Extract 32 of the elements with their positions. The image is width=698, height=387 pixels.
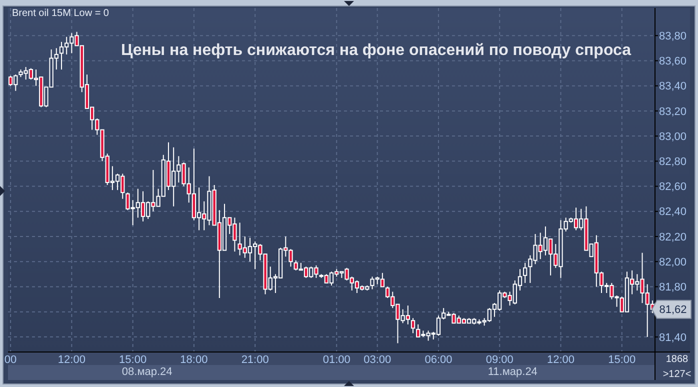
annotation: Brent oil 15M Low = 0 <box>12 8 110 19</box>
x-tick-label: 12:00 <box>546 354 575 366</box>
x-tick-label: 09:00 <box>486 354 514 366</box>
y-tick-label: 82,00 <box>659 256 687 268</box>
candlestick <box>410 318 416 334</box>
y-tick-label: 82,80 <box>659 156 687 168</box>
x-tick-label: 18:00 <box>180 354 208 366</box>
x-tick-label: 03:00 <box>364 354 392 366</box>
text: >127< <box>662 369 692 380</box>
y-tick-label: 81,40 <box>659 332 687 344</box>
y-tick-label: 83,00 <box>659 130 687 143</box>
y-tick-label: 83,60 <box>659 56 687 68</box>
y-tick-label: 82,40 <box>659 206 687 218</box>
y-tick-label: 82,20 <box>659 231 687 244</box>
x-tick-label: 06:00 <box>424 354 452 366</box>
y-tick-label: 82,60 <box>659 181 687 194</box>
y-tick-label: 83,80 <box>659 30 687 42</box>
x-tick-label: 00 <box>4 354 17 366</box>
text: 1868 <box>666 354 689 365</box>
y-tick-label: 83,40 <box>659 80 687 93</box>
candlestick <box>523 262 528 284</box>
x-tick-label: 15:00 <box>119 354 147 366</box>
text: 08.мар.24 <box>122 366 172 378</box>
text: Цены на нефть снижаются на фоне опасений по поводу спроса <box>120 42 632 59</box>
x-tick-label: 12:00 <box>58 354 86 366</box>
x-tick-label: 15:00 <box>608 354 636 366</box>
y-tick-label: 83,20 <box>659 106 687 118</box>
text: 11.мар.24 <box>488 366 538 378</box>
x-tick-label: 21:00 <box>241 354 269 366</box>
x-tick-label: 01:00 <box>322 354 350 366</box>
y-tick-label: 81,80 <box>659 282 687 294</box>
annotation: 81,62 <box>659 304 687 316</box>
